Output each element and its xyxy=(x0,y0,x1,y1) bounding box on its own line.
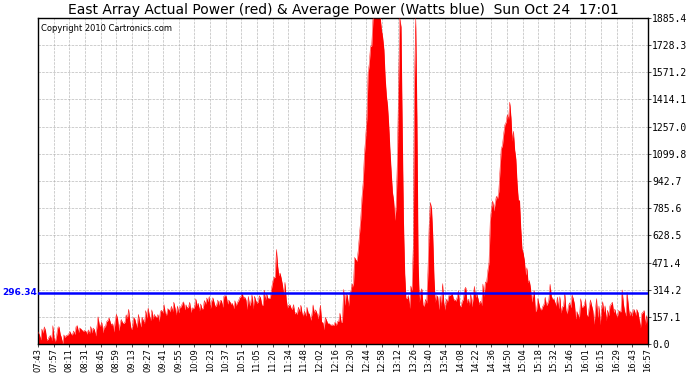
Title: East Array Actual Power (red) & Average Power (Watts blue)  Sun Oct 24  17:01: East Array Actual Power (red) & Average … xyxy=(68,3,618,17)
Text: 296.34: 296.34 xyxy=(3,288,37,297)
Text: Copyright 2010 Cartronics.com: Copyright 2010 Cartronics.com xyxy=(41,24,172,33)
